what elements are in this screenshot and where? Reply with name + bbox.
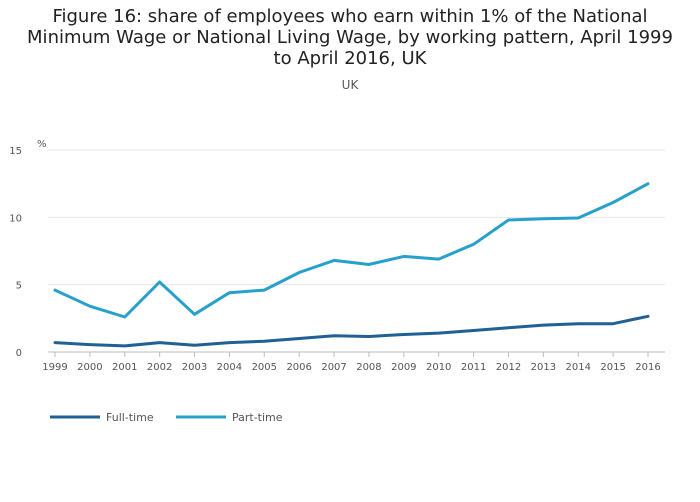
legend[interactable]: Full-time Part-time: [50, 411, 283, 424]
x-tick-label: 2011: [461, 362, 486, 373]
x-tick-label: 2002: [147, 362, 172, 373]
x-tick-label: 2004: [217, 362, 242, 373]
x-tick-label: 2008: [356, 362, 381, 373]
x-tick-label: 2010: [426, 362, 451, 373]
chart-subtitle: UK: [341, 78, 359, 92]
series-lines: [53, 182, 650, 348]
legend-label-part-time[interactable]: Part-time: [232, 411, 283, 424]
series-line-full-time: [53, 314, 650, 348]
y-tick-label: 0: [16, 348, 22, 359]
x-tick-label: 2005: [252, 362, 277, 373]
x-tick-label: 2014: [566, 362, 591, 373]
y-tick-label: 10: [9, 213, 22, 224]
x-tick-label: 2013: [531, 362, 556, 373]
chart-title: Figure 16: share of employees who earn w…: [27, 6, 673, 69]
y-axis-unit-label: %: [37, 139, 47, 150]
axes: 0 5 10 15% 1999 2000 2001 2002 2003 2004 2005 2006 2…: [9, 139, 665, 373]
y-tick-label: 5: [16, 281, 22, 292]
y-tick-label: 15: [9, 146, 22, 157]
series-line-part-time: [53, 182, 650, 319]
x-tick-label: 2001: [112, 362, 137, 373]
x-tick-label: 2016: [635, 362, 660, 373]
x-tick-label: 1999: [42, 362, 67, 373]
x-tick-label: 2003: [182, 362, 207, 373]
x-tick-label: 2009: [391, 362, 416, 373]
x-tick-label: 2012: [496, 362, 521, 373]
x-tick-label: 2007: [321, 362, 346, 373]
x-tick-label: 2015: [600, 362, 625, 373]
x-tick-label: 2006: [286, 362, 311, 373]
x-tick-label: 2000: [77, 362, 102, 373]
legend-label-full-time[interactable]: Full-time: [106, 411, 154, 424]
